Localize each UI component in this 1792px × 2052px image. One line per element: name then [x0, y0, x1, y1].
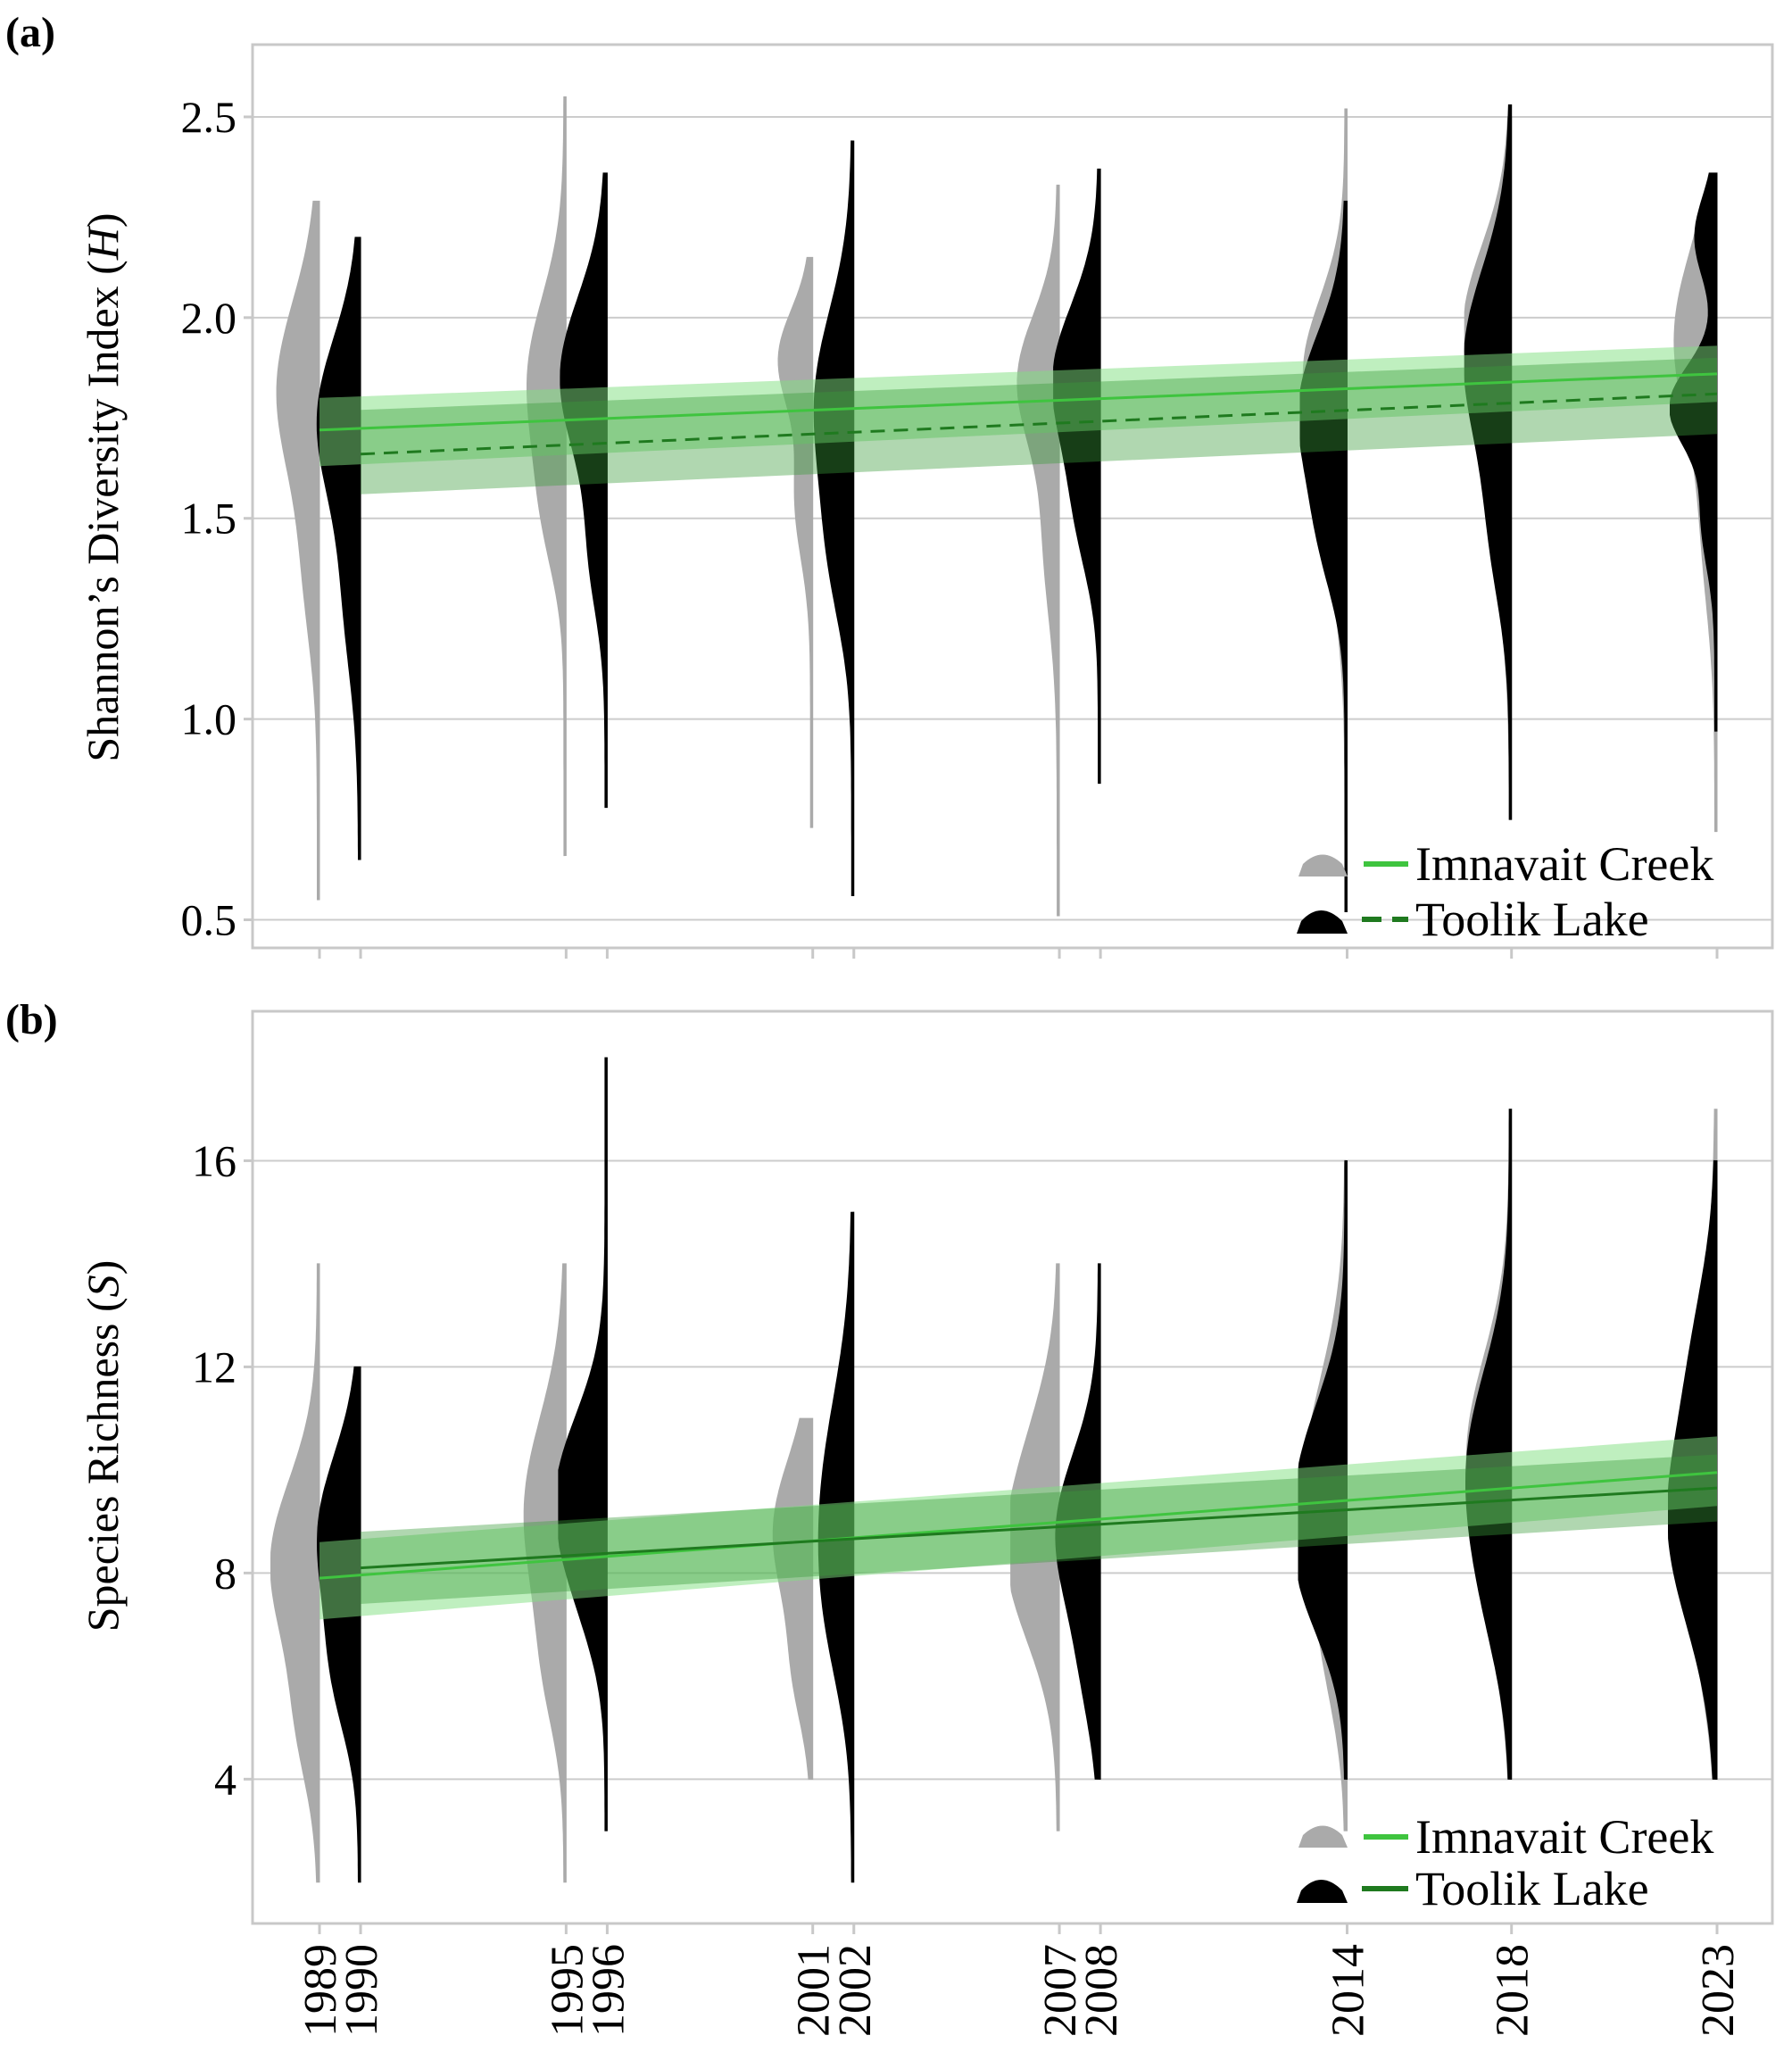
y-tick-label: 16	[192, 1135, 236, 1185]
trend-line-toolik-lake	[360, 1486, 1718, 1570]
y-tick-label: 2.5	[181, 92, 237, 142]
panel-a-x-tick-marks	[318, 948, 1719, 959]
panel-a-gridlines	[253, 115, 1772, 921]
violin-toolik-lake-2002	[813, 140, 855, 897]
panel-b-legend: Imnavait Creek Toolik Lake	[1297, 1810, 1713, 1915]
panel-b-y-axis-label-text: Species Richness	[78, 1324, 128, 1632]
panel-a-y-axis-label-symbol: H	[78, 225, 128, 261]
violin-swatch-icon	[1298, 1825, 1348, 1848]
legend-item-toolik-lake: Toolik Lake	[1297, 893, 1649, 946]
panel-b-gridlines	[253, 1159, 1772, 1781]
x-tick-label: 1995	[542, 1944, 593, 2037]
violin-imnavait-creek-1989	[276, 200, 320, 901]
violin-toolik-lake-2018	[1465, 1109, 1513, 1780]
x-tick-label: 2007	[1035, 1944, 1086, 2037]
legend-label: Imnavait Creek	[1415, 1810, 1713, 1864]
y-tick-label: 0.5	[181, 895, 237, 945]
violin-imnavait-creek-1989	[270, 1263, 320, 1883]
trend-line-toolik-lake	[360, 392, 1718, 456]
violin-imnavait-creek-2001	[777, 256, 814, 828]
panel-a: (a) Shannon’s Diversity Index (H) 0.5 1.0…	[5, 9, 1774, 959]
trend-line-imnavait-creek	[319, 372, 1718, 432]
violin-swatch-icon	[1297, 910, 1348, 934]
violin-imnavait-creek-2007	[1016, 184, 1060, 917]
violin-toolik-lake-1990	[316, 1366, 361, 1883]
legend-item-toolik-lake: Toolik Lake	[1297, 1862, 1649, 1915]
x-tick-label: 2002	[830, 1944, 881, 2037]
panel-b-y-axis-label: Species Richness (S)	[78, 1260, 128, 1632]
y-tick-label: 12	[192, 1342, 236, 1392]
confidence-band-imnavait-creek	[319, 345, 1717, 467]
confidence-band-toolik-lake	[361, 357, 1717, 494]
violin-imnavait-creek-1995	[527, 96, 567, 857]
panel-b-frame	[251, 1009, 1774, 1925]
panel-b: (b) Species Richness (S) 4 8 12 16 19891990…	[5, 996, 1774, 2037]
panel-a-y-ticks: 0.5 1.0 1.5 2.0 2.5	[181, 92, 253, 945]
panel-b-y-axis-label-symbol: S	[78, 1275, 128, 1297]
legend-label: Imnavait Creek	[1415, 837, 1713, 891]
legend-label: Toolik Lake	[1415, 893, 1649, 946]
panel-a-frame	[251, 43, 1774, 950]
panel-b-y-ticks: 4 8 12 16	[192, 1135, 253, 1804]
panel-b-label: (b)	[5, 996, 58, 1043]
violin-toolik-lake-1990	[316, 237, 361, 860]
violin-imnavait-creek-2001	[772, 1417, 814, 1780]
violin-toolik-lake-2023	[1670, 172, 1718, 732]
trend-line-imnavait-creek	[319, 1471, 1718, 1580]
panel-a-y-axis-label-text: Shannon’s Diversity Index	[78, 286, 128, 761]
legend-item-imnavait-creek: Imnavait Creek	[1298, 1810, 1713, 1864]
panel-a-legend: Imnavait Creek Toolik Lake	[1297, 837, 1713, 946]
legend-item-imnavait-creek: Imnavait Creek	[1298, 837, 1713, 891]
x-tick-label: 2014	[1323, 1944, 1373, 2037]
violin-toolik-lake-1996	[558, 1057, 608, 1832]
y-tick-label: 1.0	[181, 694, 237, 744]
x-tick-label: 1990	[336, 1944, 387, 2037]
violin-swatch-icon	[1297, 1880, 1348, 1903]
x-tick-label: 2018	[1488, 1944, 1539, 2037]
panel-b-trend-lines	[319, 1436, 1718, 1620]
x-tick-label: 2008	[1076, 1944, 1127, 2037]
y-tick-label: 1.5	[181, 494, 237, 544]
violin-swatch-icon	[1298, 854, 1348, 876]
x-tick-label: 1996	[583, 1944, 634, 2037]
violin-toolik-lake-2018	[1464, 104, 1513, 820]
panel-a-label: (a)	[5, 9, 55, 56]
legend-label: Toolik Lake	[1415, 1862, 1649, 1915]
y-tick-label: 4	[214, 1754, 236, 1804]
violin-toolik-lake-2008	[1053, 168, 1101, 785]
panel-a-y-axis-label: Shannon’s Diversity Index (H)	[78, 212, 128, 761]
x-tick-label: 2001	[789, 1944, 840, 2037]
panel-a-violins	[276, 96, 1718, 917]
violin-toolik-lake-1996	[560, 172, 608, 809]
x-tick-label: 1989	[295, 1944, 346, 2037]
panel-a-trend-lines	[319, 345, 1718, 494]
y-tick-label: 8	[214, 1548, 236, 1598]
y-tick-label: 2.0	[181, 293, 237, 343]
x-tick-label: 2023	[1693, 1944, 1744, 2037]
